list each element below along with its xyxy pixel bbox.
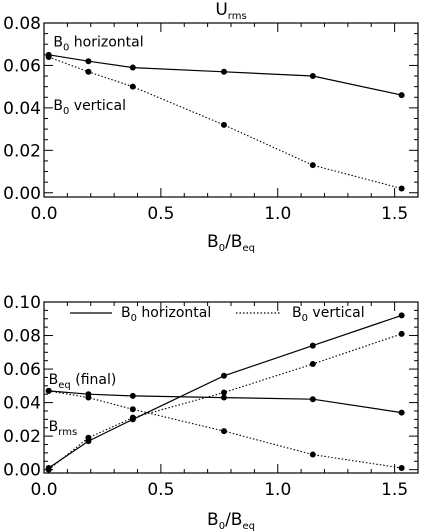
- x-tick-label: 1.0: [264, 204, 291, 224]
- x-axis-label-sub2: eq: [242, 243, 255, 254]
- x-axis-label-mid: /B: [225, 232, 242, 252]
- data-point: [220, 394, 227, 401]
- data-point: [398, 409, 405, 416]
- x-tick-label: 0.0: [30, 480, 57, 500]
- data-point: [45, 387, 52, 394]
- legend-label-1: B0 vertical: [292, 305, 365, 324]
- series-line-0: [48, 54, 402, 96]
- x-axis-label-main: B: [207, 232, 219, 252]
- annotation-0-main: B: [53, 34, 63, 50]
- data-point: [309, 342, 316, 349]
- annotation-0: Beq (final): [49, 372, 117, 391]
- data-point: [398, 185, 405, 192]
- series-line-2: [48, 314, 402, 469]
- data-point: [398, 92, 405, 99]
- annotation-1: Brms: [49, 419, 78, 438]
- data-point: [220, 389, 227, 396]
- y-tick-label: 0.00: [3, 461, 41, 481]
- annotation-0-main: B: [49, 372, 59, 388]
- legend-label-1-main: B: [292, 305, 302, 321]
- data-point: [309, 162, 316, 169]
- y-tick-label: 0.06: [3, 56, 41, 76]
- data-point: [309, 361, 316, 368]
- annotation-0: B0 horizontal: [53, 34, 143, 53]
- data-point: [309, 396, 316, 403]
- series-line-0: [48, 390, 402, 414]
- data-point: [129, 406, 136, 413]
- legend-label-0-main: B: [121, 305, 131, 321]
- data-point: [220, 428, 227, 435]
- legend-label-0-sub: 0: [131, 313, 137, 324]
- data-point: [85, 68, 92, 75]
- annotation-0-sub: eq: [58, 380, 71, 391]
- upper-panel: 0.0 0.5 1.0 1.50.000.020.040.060.08UrmsB0/B…: [3, 0, 419, 254]
- chart-title-sub: rms: [228, 11, 247, 22]
- annotation-1-sub: rms: [58, 427, 77, 438]
- chart-title-main: U: [215, 0, 227, 20]
- x-axis-label: B0/Beq: [207, 232, 255, 254]
- y-tick-label: 0.08: [3, 327, 41, 347]
- x-axis-label-sub: 0: [219, 243, 225, 254]
- y-tick-label: 0.02: [3, 427, 41, 447]
- data-point: [309, 451, 316, 458]
- x-tick-label: 1.0: [264, 480, 291, 500]
- data-point: [220, 68, 227, 75]
- annotation-1-main: B: [53, 98, 63, 114]
- annotation-0-rest: horizontal: [69, 34, 143, 50]
- x-tick-label: 0.0: [30, 204, 57, 224]
- y-tick-label: 0.10: [3, 293, 41, 313]
- y-tick-label: 0.08: [3, 14, 41, 34]
- y-tick-label: 0.04: [3, 99, 41, 119]
- data-point: [220, 121, 227, 128]
- annotation-1-main: B: [49, 419, 59, 435]
- annotation-1: B0 vertical: [53, 98, 126, 117]
- annotation-0-rest: (final): [71, 372, 117, 388]
- chart-title: Urms: [215, 0, 246, 22]
- x-tick-label: 0.5: [147, 204, 174, 224]
- x-axis-label-sub2: eq: [242, 521, 255, 532]
- legend-label-1-rest: vertical: [308, 305, 365, 321]
- annotation-1-rest: vertical: [69, 98, 126, 114]
- x-axis-label-main: B: [207, 510, 219, 530]
- data-point: [129, 64, 136, 71]
- lower-panel: 0.0 0.5 1.0 1.50.000.020.040.060.080.10B0/B…: [3, 293, 419, 532]
- x-tick-label: 1.5: [381, 204, 408, 224]
- legend-label-0: B0 horizontal: [121, 305, 211, 324]
- y-tick-label: 0.02: [3, 141, 41, 161]
- series-line-1: [48, 390, 402, 469]
- data-point: [85, 434, 92, 441]
- x-axis-label-mid: /B: [225, 510, 242, 530]
- series-line-3: [48, 333, 402, 471]
- data-point: [45, 53, 52, 60]
- data-point: [309, 73, 316, 80]
- legend-label-1-sub: 0: [302, 313, 308, 324]
- legend-label-0-rest: horizontal: [137, 305, 211, 321]
- x-axis-label-sub: 0: [219, 521, 225, 532]
- data-point: [85, 58, 92, 65]
- y-tick-label: 0.04: [3, 394, 41, 414]
- x-axis-label: B0/Beq: [207, 510, 255, 532]
- x-tick-label: 1.5: [381, 480, 408, 500]
- data-point: [45, 466, 52, 473]
- y-tick-label: 0.00: [3, 184, 41, 204]
- data-point: [398, 312, 405, 319]
- data-point: [398, 330, 405, 337]
- data-point: [85, 394, 92, 401]
- annotation-1-sub: 0: [63, 106, 69, 117]
- data-point: [129, 414, 136, 421]
- data-point: [129, 83, 136, 90]
- annotation-0-sub: 0: [63, 42, 69, 53]
- data-point: [220, 372, 227, 379]
- data-point: [398, 464, 405, 471]
- y-tick-label: 0.06: [3, 360, 41, 380]
- data-point: [129, 392, 136, 399]
- series-line-1: [48, 56, 402, 190]
- x-tick-label: 0.5: [147, 480, 174, 500]
